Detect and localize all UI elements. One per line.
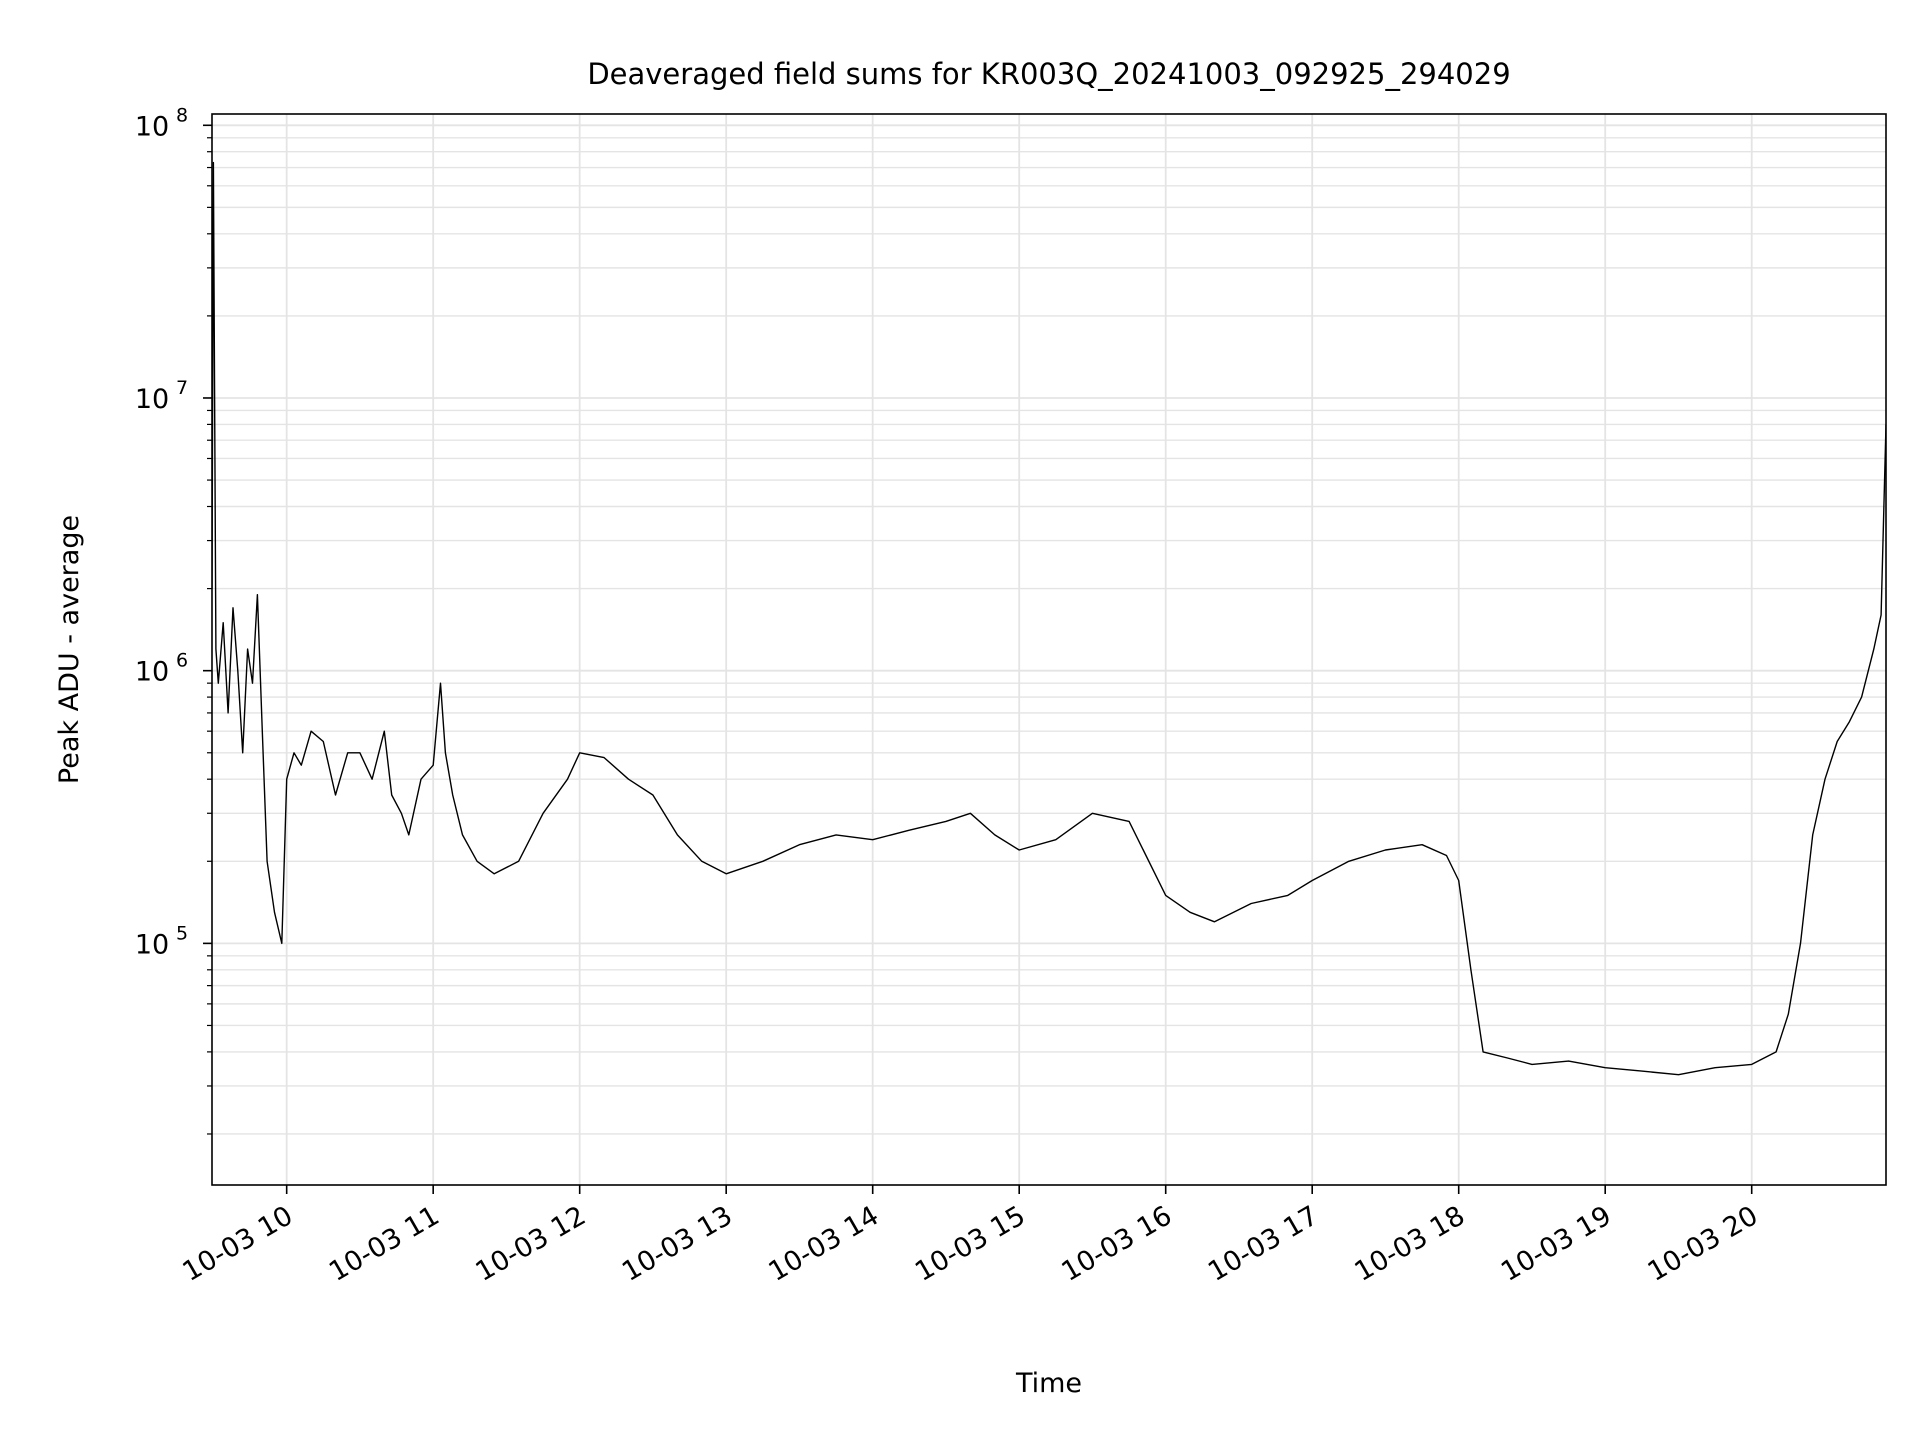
y-grid	[212, 124, 1886, 1135]
chart-title: Deaveraged field sums for KR003Q_2024100…	[587, 57, 1510, 91]
series-line	[212, 161, 1886, 1076]
y-tick-exponent: 5	[176, 922, 188, 944]
plot-frame	[211, 113, 1887, 1186]
y-axis-label: Peak ADU - average	[54, 515, 85, 784]
y-tick-label: 10	[135, 384, 169, 415]
y-axis: 10 5 10 6 10 7 10 8	[135, 104, 212, 1135]
y-tick-label: 10	[135, 111, 169, 142]
y-tick-label: 10	[135, 657, 169, 688]
x-grid	[285, 114, 1753, 1185]
y-tick-exponent: 6	[176, 650, 188, 672]
x-axis-label: Time	[1015, 1368, 1082, 1399]
y-tick-label: 10	[135, 929, 169, 960]
series-group	[212, 161, 1886, 1076]
y-tick-exponent: 7	[176, 377, 188, 399]
y-tick-exponent: 8	[176, 104, 188, 126]
